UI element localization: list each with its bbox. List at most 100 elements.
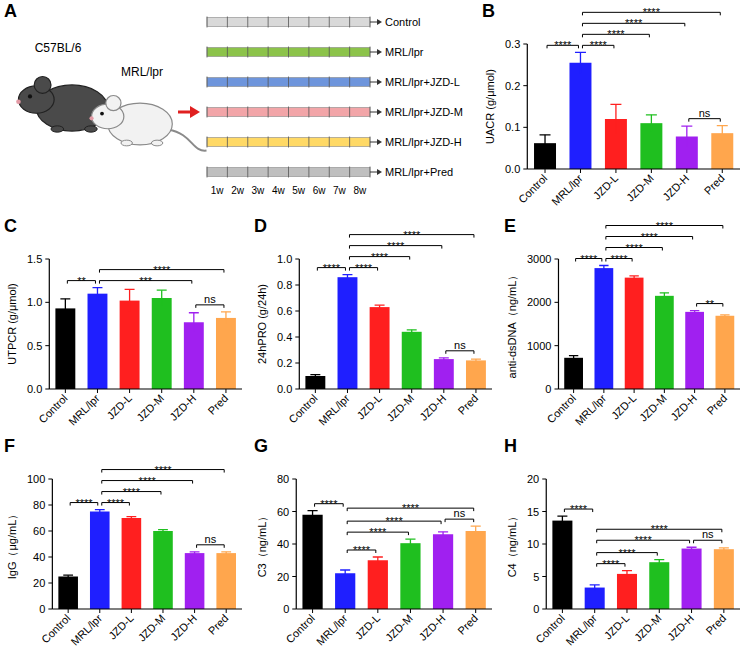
y-axis-title: anti-dsDNA（ng/mL） <box>506 270 518 379</box>
x-tick <box>131 609 132 613</box>
error-bar <box>310 375 320 378</box>
x-tick-label: Control <box>516 172 550 206</box>
mouse-foot <box>121 140 132 146</box>
error-cap <box>438 531 448 532</box>
y-axis <box>49 259 50 389</box>
error-line <box>377 557 378 564</box>
error-cap <box>221 311 231 312</box>
week-divider <box>308 47 309 58</box>
error-bar <box>407 330 417 334</box>
bar <box>120 301 140 389</box>
significance-label: **** <box>607 28 625 40</box>
significance-label: **** <box>139 475 157 487</box>
significance-label: **** <box>386 515 404 527</box>
x-tick-label: Control <box>283 612 317 646</box>
x-tick <box>580 169 581 173</box>
y-tick-label: 40 <box>33 551 45 563</box>
y-axis-title: UTPCR (g/μmol) <box>6 283 18 365</box>
x-tick <box>626 609 627 613</box>
y-tick-label: 60 <box>277 506 289 518</box>
bar <box>569 63 591 169</box>
error-cap <box>540 134 551 135</box>
y-axis <box>558 259 559 389</box>
week-divider <box>349 17 350 28</box>
y-axis <box>546 479 547 609</box>
significance-bracket <box>196 305 224 308</box>
arrow <box>178 111 192 114</box>
week-divider <box>227 107 228 118</box>
error-cap <box>439 357 449 358</box>
x-tick <box>691 609 692 613</box>
error-bar <box>438 532 448 537</box>
significance-label: **** <box>635 534 653 546</box>
bar <box>153 531 173 609</box>
error-cap <box>189 312 199 313</box>
x-tick-label: Pred <box>702 172 727 197</box>
error-cap <box>610 104 621 105</box>
week-divider <box>227 47 228 58</box>
x-tick-label: Control <box>286 392 320 426</box>
error-cap <box>717 125 728 126</box>
panel-letter: A <box>4 1 17 21</box>
x-tick-label: JZD-M <box>632 612 664 644</box>
error-bar <box>654 560 664 565</box>
mouse-label: C57BL/6 <box>35 41 82 55</box>
error-line <box>193 313 194 332</box>
y-tick-label: 3000 <box>527 253 551 265</box>
x-tick-label: Pred <box>205 392 230 417</box>
bar <box>655 296 674 389</box>
y-tick-label: 0.2 <box>277 357 292 369</box>
x-tick <box>379 389 380 393</box>
significance-label: ns <box>699 107 711 119</box>
error-cap <box>575 52 586 53</box>
row-arrow <box>370 22 378 23</box>
x-axis <box>299 388 492 389</box>
significance-label: *** <box>139 275 153 287</box>
error-cap <box>95 509 105 510</box>
week-label: 1w <box>211 185 225 196</box>
error-line <box>659 560 660 565</box>
significance-bracket <box>446 351 474 354</box>
x-tick-label: Pred <box>206 612 231 637</box>
significance-label: ns <box>702 528 714 540</box>
error-cap <box>646 114 657 115</box>
x-tick-label: JZD-M <box>136 612 168 644</box>
error-line <box>442 532 443 537</box>
x-tick-label: JZD-L <box>353 612 383 642</box>
error-bar <box>60 299 70 318</box>
panel-letter: E <box>504 216 516 236</box>
significance-label: **** <box>107 497 125 509</box>
bar <box>216 553 236 609</box>
significance-label: **** <box>371 251 389 263</box>
plot-marks <box>58 510 236 609</box>
significance-label: **** <box>153 264 171 276</box>
error-bar <box>599 266 608 271</box>
group-label: MRL/lpr+Pred <box>385 166 453 178</box>
x-tick-label: JZD-M <box>637 392 669 424</box>
error-bar <box>375 305 385 309</box>
y-tick-label: 15 <box>527 506 539 518</box>
error-cap <box>590 584 600 585</box>
group-timeline <box>207 18 370 27</box>
bar <box>715 316 734 389</box>
x-tick <box>411 389 412 393</box>
x-tick <box>312 609 313 613</box>
x-tick-label: Pred <box>455 612 480 637</box>
error-line <box>129 289 130 312</box>
row-arrow <box>370 172 378 173</box>
x-tick-label: JZD-H <box>668 392 699 423</box>
error-bar <box>687 547 697 550</box>
x-tick <box>659 609 660 613</box>
error-line <box>225 312 226 324</box>
panel: G020406080C3（ng/mL）ControlMRL/lprJZD-LJZ… <box>254 436 492 648</box>
mouse-nose <box>16 99 21 104</box>
y-tick-label: 100 <box>27 473 45 485</box>
x-tick-label: Control <box>39 612 73 646</box>
panel: B0.00.10.20.3UACR (g/μmol)ControlMRL/lpr… <box>482 1 740 208</box>
error-cap <box>629 275 638 276</box>
bar <box>649 562 669 609</box>
significance-label: ** <box>705 298 714 310</box>
panel-letter: G <box>254 436 268 456</box>
week-divider <box>329 17 330 28</box>
group-timeline <box>207 48 370 57</box>
